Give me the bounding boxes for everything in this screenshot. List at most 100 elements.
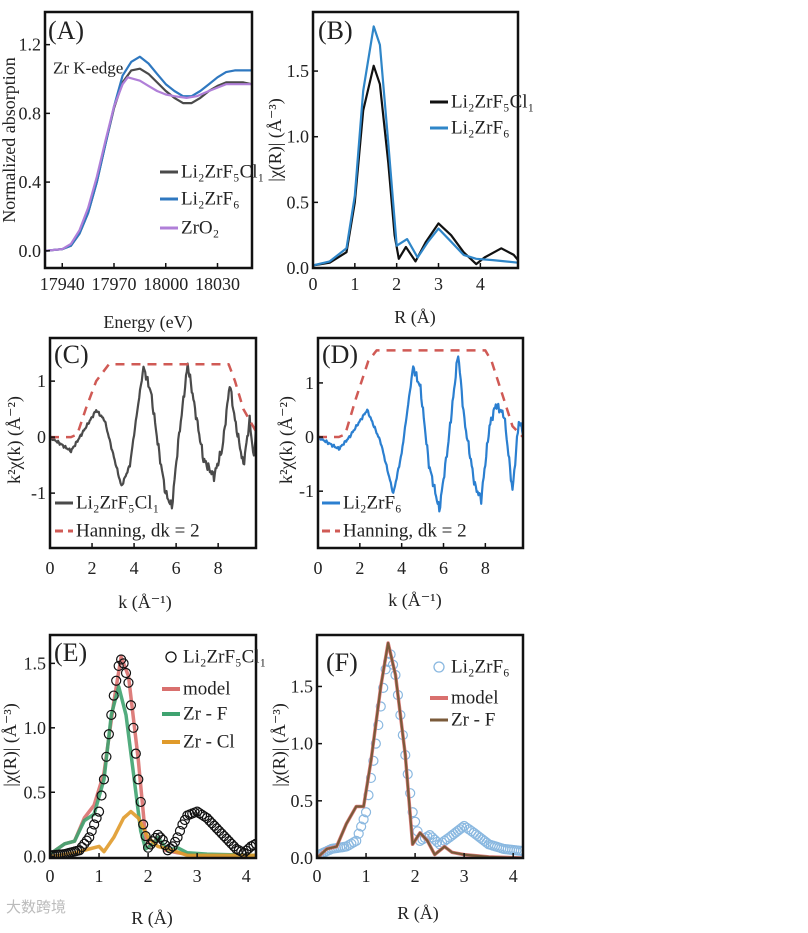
y-tick-label: 1.2 <box>19 35 42 55</box>
legend-entry-li-zrf-cl: Li₂ZrF₅Cl₁ <box>76 492 160 514</box>
series-li-zrf-cl <box>50 362 256 510</box>
series-li-zrf-cl <box>45 67 252 252</box>
series-li-zrf <box>318 355 523 513</box>
data-point <box>373 719 384 731</box>
y-tick-label: -1 <box>299 481 314 501</box>
data-point <box>108 690 119 701</box>
panel-f: 0 1 2 3 4 0.0 0.5 1.0 1.5 <box>291 633 525 886</box>
series-li-zrf <box>45 55 252 252</box>
data-point <box>155 832 166 843</box>
data-point <box>351 835 362 846</box>
data-point <box>375 701 386 712</box>
y-tick-label: 0.0 <box>287 258 310 278</box>
y-tick-label: 1.0 <box>24 718 47 738</box>
x-axis-label: k (Å⁻¹) <box>118 592 172 612</box>
x-tick-label: 18030 <box>195 274 240 294</box>
data-point <box>250 838 256 849</box>
data-point <box>378 682 389 693</box>
x-tick-label: 0 <box>314 558 323 578</box>
data-point <box>221 833 232 844</box>
data-point <box>111 675 122 686</box>
plot-frame <box>311 10 520 270</box>
data-point <box>130 748 141 759</box>
data-point <box>128 722 139 733</box>
data-point <box>91 812 102 824</box>
data-point <box>125 700 137 711</box>
legend-entry-li-zrf-cl: Li₂ZrF₅Cl₁ <box>183 646 267 668</box>
data-point <box>74 845 85 856</box>
y-tick-label: 0.8 <box>19 103 42 123</box>
data-point <box>346 838 357 849</box>
y-axis-label: |χ(R)| (Å⁻³) <box>269 703 289 787</box>
y-tick-label: 1.0 <box>291 734 314 754</box>
x-tick-label: 0 <box>46 866 55 886</box>
legend-entry-li-zrf-cl: Li₂ZrF₅Cl₁ <box>451 91 535 113</box>
legend-entry-model: model <box>183 678 231 700</box>
legend-entry-zro: ZrO₂ <box>181 217 220 239</box>
plot-frame <box>48 336 258 550</box>
panel-label: (C) <box>54 340 89 369</box>
y-tick-label: 1 <box>37 371 46 391</box>
series-hanning-dk-2 <box>50 363 256 439</box>
data-point <box>120 667 132 679</box>
legend-entry-model: model <box>451 687 499 709</box>
x-tick-label: 4 <box>509 866 518 886</box>
legend-entry-zr-cl: Zr - Cl <box>183 731 235 753</box>
x-tick-label: 2 <box>392 274 401 294</box>
y-axis-label: |χ(R)| (Å⁻³) <box>0 703 20 787</box>
y-tick-label: 1.5 <box>24 653 47 673</box>
y-tick-label: 0.5 <box>287 192 310 212</box>
series-group <box>318 349 523 513</box>
series-li-zrf-cl <box>50 654 256 858</box>
data-point <box>432 836 443 848</box>
data-point <box>157 834 168 846</box>
data-point <box>113 660 124 672</box>
x-tick-label: 0 <box>313 866 322 886</box>
watermark: 大数跨境 <box>6 898 67 916</box>
x-axis-label: R (Å) <box>131 908 173 928</box>
data-point <box>419 832 431 844</box>
y-tick-label: 0.5 <box>24 782 47 802</box>
data-point <box>343 840 354 851</box>
y-tick-label: 0.0 <box>291 848 314 868</box>
data-point <box>123 677 134 688</box>
data-point <box>517 846 523 857</box>
x-tick-label: 8 <box>481 558 490 578</box>
data-point <box>165 843 176 854</box>
y-tick-label: 1 <box>305 373 314 393</box>
x-tick-label: 4 <box>130 558 139 578</box>
x-axis-label: Energy (eV) <box>103 312 193 332</box>
data-point <box>358 814 369 825</box>
data-point <box>138 819 149 830</box>
legend-entry-hanning-dk-2: Hanning, dk = 2 <box>76 520 200 542</box>
data-point <box>84 832 95 843</box>
series-group <box>50 654 256 858</box>
panel-label: (B) <box>318 16 353 45</box>
data-point <box>248 840 256 851</box>
data-point <box>93 806 105 817</box>
data-point <box>101 751 112 762</box>
data-point <box>407 807 418 818</box>
series-group <box>313 25 518 267</box>
x-tick-label: 17940 <box>40 274 85 294</box>
panel-a: 17940 17970 18000 18030 0.0 0.4 0.8 1.2 <box>19 10 254 294</box>
legend-entry-hanning-dk-2: Hanning, dk = 2 <box>343 520 467 542</box>
y-tick-label: 1.5 <box>287 61 310 81</box>
plot-frame <box>316 336 525 550</box>
data-point <box>96 790 107 801</box>
data-point <box>89 819 100 830</box>
data-point <box>456 822 468 833</box>
legend-entry-li-zrf-cl: Li₂ZrF₅Cl₁ <box>181 161 265 183</box>
data-point <box>370 738 381 749</box>
data-point <box>356 821 367 832</box>
series-zr-cl <box>50 809 256 858</box>
x-tick-label: 4 <box>242 866 251 886</box>
x-tick-label: 18000 <box>143 274 188 294</box>
y-axis-label: Normalized absorption <box>0 57 19 223</box>
panel-b: 0 1 2 3 4 0.0 0.5 1.0 1.5 <box>287 10 520 294</box>
data-point <box>219 830 230 842</box>
data-point <box>172 832 183 843</box>
edge-annotation: Zr K-edge <box>53 58 124 78</box>
series-hanning-dk-2 <box>318 349 523 439</box>
